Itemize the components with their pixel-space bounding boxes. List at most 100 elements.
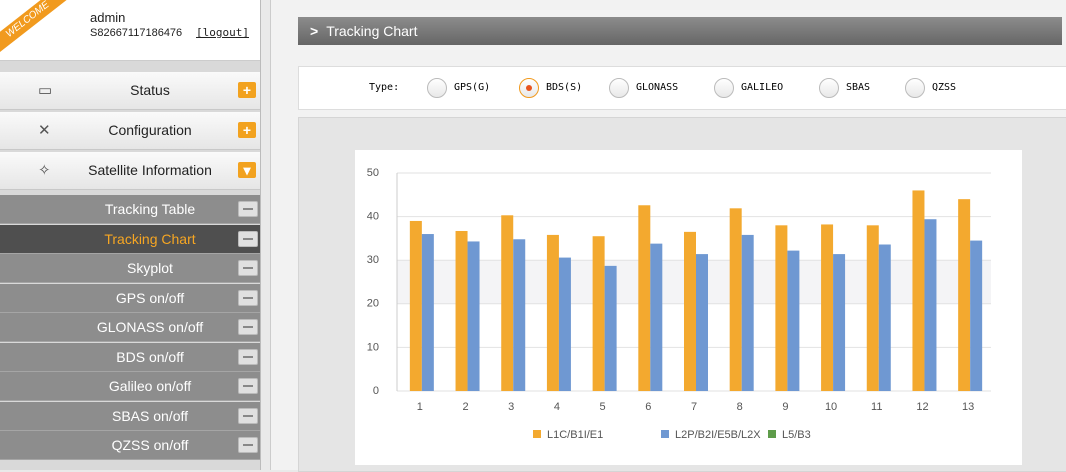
collapse-box: [238, 260, 258, 276]
chart-panel: 0 10 20 30 40 50 1 2 3 4 5 6 7 8 9 10 11 12 13 L1C/B1I/E1 L2…: [355, 150, 1022, 465]
radio[interactable]: [519, 78, 539, 98]
menu-item[interactable]: ▭ Status +: [0, 72, 260, 110]
collapse-box: [238, 407, 258, 424]
radio-dot: [526, 85, 532, 91]
legend-swatch: [661, 430, 669, 438]
x-tick-label: 10: [825, 401, 837, 413]
legend-label: L1C/B1I/E1: [547, 429, 603, 441]
user-name: admin: [90, 10, 126, 25]
bar: [696, 254, 708, 391]
submenu-label: GLONASS on/off: [96, 319, 204, 335]
bar: [467, 241, 480, 391]
legend-label: L2P/B2I/E5B/L2X: [675, 429, 761, 441]
collapse-box: [238, 319, 258, 335]
bar: [650, 243, 663, 391]
menu-icon: ▭: [38, 82, 53, 99]
menu-item[interactable]: ✧ Satellite Information ▾: [0, 152, 260, 190]
bar: [866, 225, 879, 391]
radio[interactable]: [427, 78, 447, 98]
collapse-box: [238, 289, 258, 306]
radio-label[interactable]: GLONASS: [636, 82, 679, 93]
radio[interactable]: [819, 78, 839, 98]
bar: [958, 199, 971, 391]
submenu-label: Tracking Chart: [104, 230, 196, 247]
legend-label: L5/B3: [782, 429, 811, 441]
submenu-item[interactable]: SBAS on/off: [0, 401, 260, 431]
legend-swatch: [768, 430, 776, 438]
bar: [455, 230, 468, 391]
bar: [912, 190, 925, 391]
welcome-badge: WELCOME: [0, 0, 73, 58]
radio-label[interactable]: QZSS: [932, 82, 957, 93]
radio-label[interactable]: GALILEO: [741, 82, 784, 93]
expand-box: +: [238, 82, 256, 98]
radio-label[interactable]: SBAS: [846, 82, 871, 93]
bar: [684, 231, 696, 391]
submenu-item[interactable]: Skyplot: [0, 254, 260, 283]
submenu-label: BDS on/off: [116, 348, 184, 365]
collapse-box: [238, 201, 258, 217]
bar: [787, 250, 800, 391]
submenu-label: GPS on/off: [115, 289, 185, 306]
y-tick-label: 40: [367, 211, 379, 223]
bar: [501, 215, 514, 391]
menu-item[interactable]: ✕ Configuration +: [0, 112, 260, 150]
submenu-label: Galileo on/off: [108, 378, 192, 394]
bar: [924, 219, 937, 391]
radio[interactable]: [714, 78, 734, 98]
bar: [729, 208, 742, 391]
submenu-label: Tracking Table: [104, 201, 196, 217]
expand-box: +: [238, 122, 256, 138]
x-tick-label: 11: [871, 401, 882, 413]
y-tick-label: 10: [367, 341, 379, 353]
radio-label[interactable]: GPS(G): [454, 82, 491, 93]
y-tick-label: 50: [367, 167, 379, 179]
bar: [513, 239, 526, 391]
submenu-item[interactable]: Tracking Chart: [0, 224, 260, 254]
submenu-item[interactable]: GLONASS on/off: [0, 313, 260, 342]
x-tick-label: 12: [916, 401, 928, 413]
x-tick-label: 5: [600, 401, 606, 413]
logout-link[interactable]: [logout]: [196, 26, 249, 39]
x-tick-label: 2: [462, 401, 468, 413]
page-title: Tracking Chart: [326, 23, 418, 39]
user-box: WELCOME admin S82667117186476 [logout]: [0, 0, 260, 61]
title-bar: > Tracking Chart: [298, 17, 1062, 45]
bar: [741, 234, 754, 391]
submenu-item[interactable]: GPS on/off: [0, 283, 260, 313]
radio-label[interactable]: BDS(S): [546, 82, 583, 93]
collapse-box: [238, 437, 258, 453]
collapse-box: [238, 348, 258, 365]
type-label: Type:: [369, 82, 400, 93]
submenu-item[interactable]: Galileo on/off: [0, 372, 260, 401]
expand-box: ▾: [238, 162, 256, 178]
legend-swatch: [533, 430, 541, 438]
bar: [833, 254, 846, 391]
collapse-box: [238, 378, 258, 394]
type-filter: Type: GPS(G) BDS(S) GLONASS GALILEO SBAS QZSS: [298, 66, 1066, 110]
x-tick-label: 3: [508, 401, 514, 413]
y-tick-label: 30: [367, 254, 379, 266]
x-tick-label: 7: [691, 401, 697, 413]
menu-label: Configuration: [108, 122, 192, 138]
submenu-item[interactable]: Tracking Table: [0, 195, 260, 224]
bar: [878, 244, 891, 391]
radio[interactable]: [609, 78, 629, 98]
collapse-box: [238, 230, 258, 247]
submenu-item[interactable]: QZSS on/off: [0, 431, 260, 460]
menu-label: Satellite Information: [88, 162, 212, 178]
menu-icon: ✕: [38, 122, 51, 139]
bar: [604, 265, 617, 391]
radio[interactable]: [905, 78, 925, 98]
bar: [970, 240, 983, 391]
bar: [409, 220, 422, 391]
x-tick-label: 9: [782, 401, 788, 413]
bar: [546, 234, 559, 391]
serial: S82667117186476: [90, 27, 183, 39]
x-tick-label: 13: [962, 401, 974, 413]
grid-band: [397, 173, 991, 217]
x-tick-label: 4: [554, 401, 560, 413]
submenu-item[interactable]: BDS on/off: [0, 342, 260, 372]
bar: [558, 257, 571, 391]
